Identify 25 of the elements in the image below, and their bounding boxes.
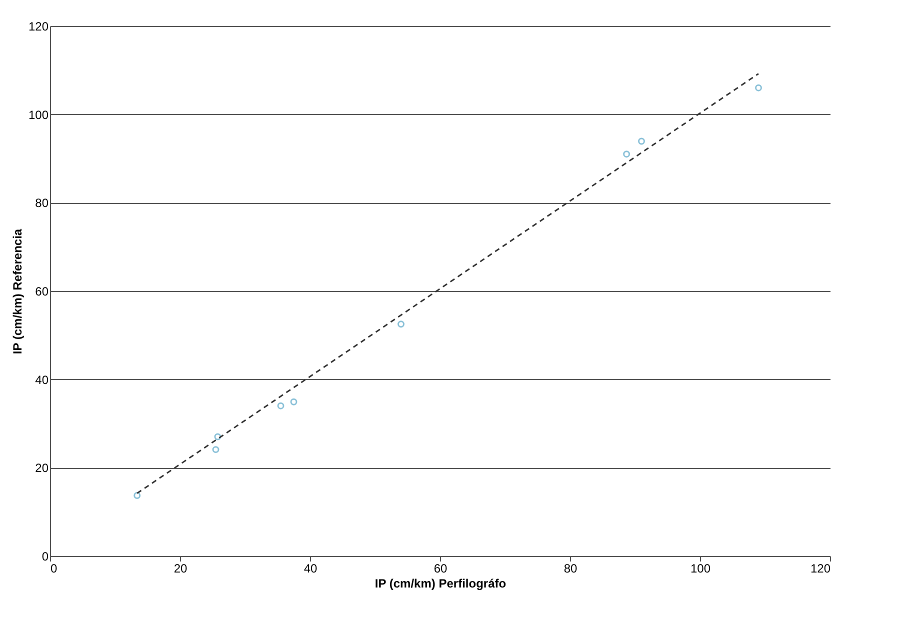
y-tick-label: 40 bbox=[35, 372, 49, 387]
point bbox=[290, 398, 298, 406]
x-tick-label: 20 bbox=[174, 562, 188, 576]
point bbox=[214, 433, 222, 440]
point bbox=[212, 446, 220, 454]
x-axis-title: IP (cm/km) Perfilográfo bbox=[374, 576, 506, 590]
point bbox=[398, 320, 404, 328]
x-tick-label: 100 bbox=[690, 562, 711, 576]
x-tick-label: 40 bbox=[304, 562, 318, 576]
x-tick-label: 80 bbox=[564, 562, 578, 576]
point bbox=[134, 492, 141, 499]
point bbox=[623, 150, 630, 158]
y-tick-label: 80 bbox=[35, 196, 49, 210]
y-tick-label: 100 bbox=[28, 108, 49, 122]
x-tick-label: 0 bbox=[50, 562, 58, 576]
point bbox=[638, 138, 645, 145]
y-tick-label: 20 bbox=[35, 461, 49, 476]
y-tick-label: 60 bbox=[35, 284, 49, 298]
point bbox=[277, 402, 284, 410]
y-axis-title: IP (cm/km) Referencia bbox=[10, 228, 24, 354]
x-tick-label: 60 bbox=[434, 562, 448, 576]
x-tick-label: 120 bbox=[810, 562, 831, 576]
y-tick-label: 120 bbox=[28, 20, 49, 34]
point bbox=[755, 84, 762, 92]
y-tick-label: 0 bbox=[42, 550, 49, 564]
